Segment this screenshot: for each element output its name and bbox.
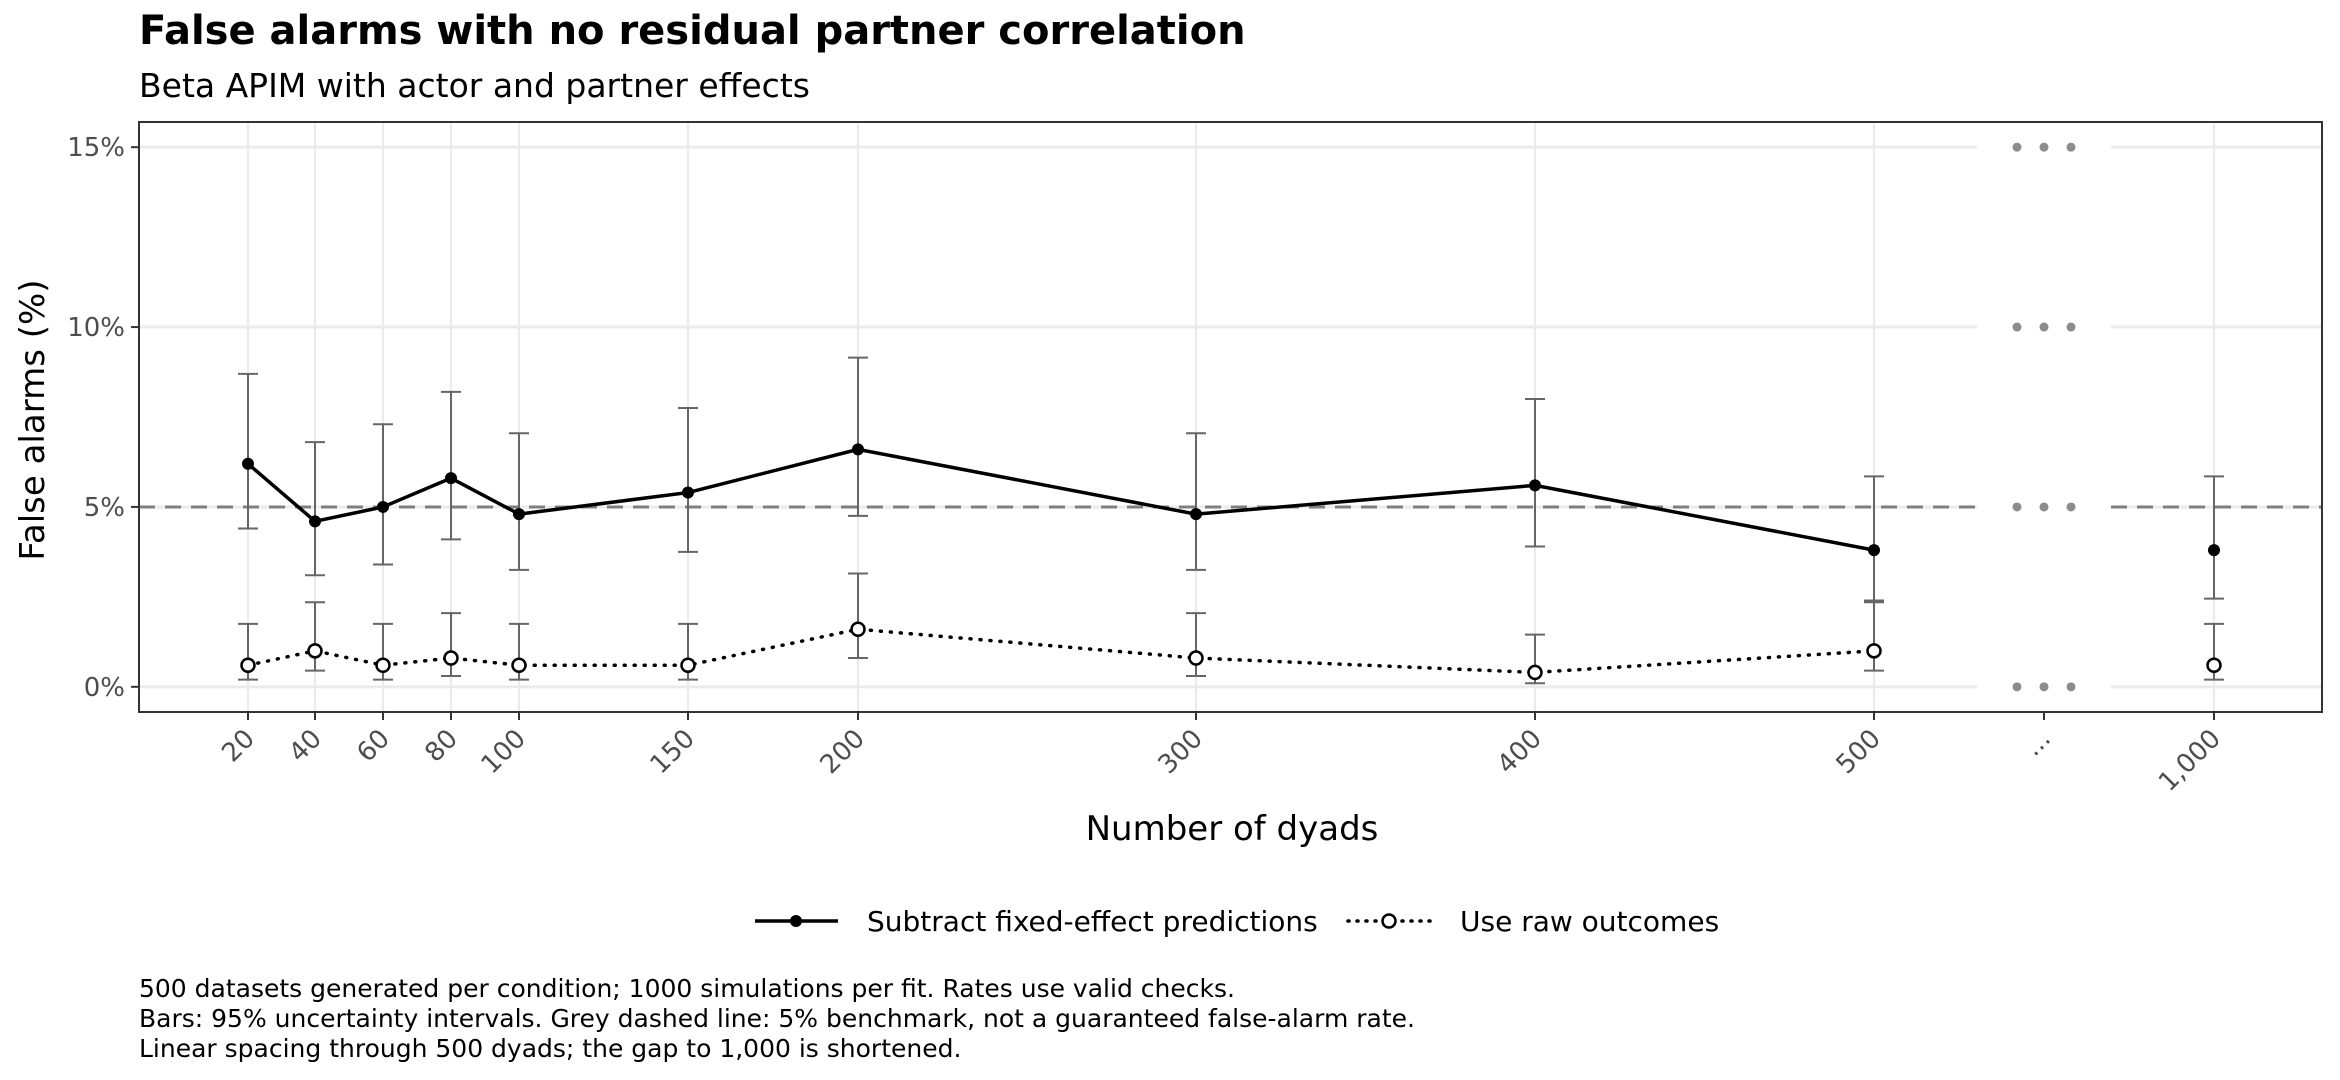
point-s1-1000 [2208, 544, 2220, 557]
legend-key-marker-subtract [790, 915, 802, 927]
point-s2-60 [375, 657, 391, 673]
gap-dot-0-2 [2039, 682, 2049, 692]
point-s1-300 [1190, 508, 1202, 521]
gap-dot-0-1 [2012, 682, 2022, 692]
point-s1-200 [852, 443, 864, 456]
legend: Subtract fixed-effect predictions Use ra… [755, 905, 1719, 938]
point-s1-100 [513, 508, 525, 521]
x-tick-label-60: 60 [351, 724, 396, 769]
caption-line-1: 500 datasets generated per condition; 10… [139, 974, 1235, 1003]
point-s1-60 [377, 500, 389, 513]
x-tick-label-40: 40 [283, 724, 328, 769]
plot-panel: 0% 5% 10% 15% 20 40 60 80 100 150 200 300 400 500... 1… [67, 121, 2323, 798]
point-s1-150 [682, 486, 694, 499]
point-s2-80 [443, 650, 459, 666]
gap-dot-5-1 [2012, 502, 2022, 512]
x-tick-label-1000: 1,000 [2153, 724, 2227, 798]
chart-title: False alarms with no residual partner co… [139, 8, 1246, 54]
gap-dot-0-3 [2066, 682, 2076, 692]
gap-dot-15-1 [2012, 142, 2022, 152]
y-tick-label-0: 0% [84, 673, 125, 703]
gap-dot-10-2 [2039, 322, 2049, 332]
point-s2-150 [680, 657, 696, 673]
y-tick-label-15: 15% [67, 133, 125, 163]
x-tick-label-150: 150 [645, 724, 701, 780]
gap-dot-10-1 [2012, 322, 2022, 332]
x-tick-label-400: 400 [1492, 724, 1548, 780]
legend-key-marker-raw [1381, 913, 1397, 929]
point-s2-200 [850, 621, 866, 638]
point-s1-500 [1868, 544, 1880, 557]
point-s2-300 [1188, 650, 1204, 666]
x-tick-label-500: 500 [1831, 724, 1887, 780]
caption: 500 datasets generated per condition; 10… [139, 974, 1415, 1063]
gap-dot-15-3 [2066, 142, 2076, 152]
point-s2-40 [307, 643, 323, 659]
point-s2-1000 [2206, 657, 2222, 673]
panel-background [139, 122, 2322, 712]
point-s1-20 [242, 457, 254, 470]
panel-border [138, 121, 2323, 713]
point-s2-100 [511, 657, 527, 673]
gap-dot-15-2 [2039, 142, 2049, 152]
x-axis-title: Number of dyads [1086, 809, 1379, 849]
x-tick-label-100: 100 [476, 724, 532, 780]
gap-dot-5-3 [2066, 502, 2076, 512]
x-tick-label-200: 200 [815, 724, 871, 780]
point-s1-400 [1529, 479, 1541, 492]
chart-subtitle: Beta APIM with actor and partner effects [139, 66, 810, 105]
caption-line-2: Bars: 95% uncertainty intervals. Grey da… [139, 1004, 1415, 1033]
point-s2-400 [1527, 664, 1543, 681]
gap-dot-10-3 [2066, 322, 2076, 332]
x-tick-label-300: 300 [1153, 724, 1209, 780]
legend-label-raw: Use raw outcomes [1460, 905, 1719, 938]
point-s1-40 [309, 515, 321, 528]
point-s1-80 [445, 472, 457, 485]
legend-label-subtract: Subtract fixed-effect predictions [867, 905, 1318, 938]
y-axis-title: False alarms (%) [13, 279, 53, 560]
gap-dot-5-2 [2039, 502, 2049, 512]
y-tick-label-5: 5% [84, 493, 125, 523]
series-line-2 [246, 627, 1876, 675]
y-tick-label-10: 10% [67, 313, 125, 343]
point-s2-20 [240, 657, 256, 673]
series-line-1 [246, 447, 1876, 552]
x-tick-label-80: 80 [419, 724, 464, 769]
x-tick-label-20: 20 [216, 724, 261, 769]
caption-line-3: Linear spacing through 500 dyads; the ga… [139, 1034, 961, 1063]
x-tick-label-gap: ... [2018, 724, 2057, 763]
point-s2-500 [1866, 643, 1882, 659]
